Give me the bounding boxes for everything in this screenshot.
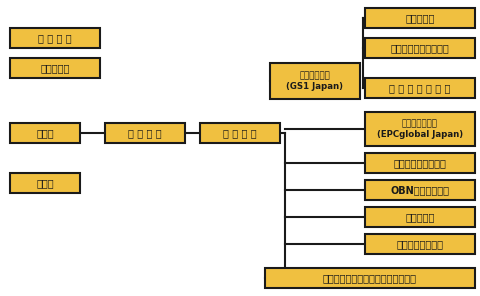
FancyBboxPatch shape bbox=[265, 268, 475, 288]
FancyBboxPatch shape bbox=[270, 63, 360, 99]
Text: 総　務　部: 総 務 部 bbox=[405, 13, 435, 23]
Text: 流通標準本部
(GS1 Japan): 流通標準本部 (GS1 Japan) bbox=[287, 71, 344, 91]
FancyBboxPatch shape bbox=[10, 173, 80, 193]
FancyBboxPatch shape bbox=[365, 234, 475, 254]
Text: 流通コードサービス部: 流通コードサービス部 bbox=[391, 43, 449, 53]
FancyBboxPatch shape bbox=[365, 153, 475, 173]
Text: 会　長: 会 長 bbox=[36, 128, 54, 138]
FancyBboxPatch shape bbox=[365, 8, 475, 28]
Text: タスクフォース（研究会事務局等）: タスクフォース（研究会事務局等） bbox=[323, 273, 417, 283]
Text: OBN情報センター: OBN情報センター bbox=[391, 185, 449, 195]
FancyBboxPatch shape bbox=[365, 38, 475, 58]
FancyBboxPatch shape bbox=[365, 112, 475, 146]
Text: 評 議 員 会: 評 議 員 会 bbox=[38, 33, 72, 43]
Text: 専 務 理 事: 専 務 理 事 bbox=[128, 128, 162, 138]
FancyBboxPatch shape bbox=[365, 78, 475, 98]
FancyBboxPatch shape bbox=[105, 123, 185, 143]
Text: 国 際 流 通 標 準 部: 国 際 流 通 標 準 部 bbox=[389, 83, 451, 93]
Text: 調　査　部: 調 査 部 bbox=[405, 212, 435, 222]
FancyBboxPatch shape bbox=[365, 207, 475, 227]
FancyBboxPatch shape bbox=[200, 123, 280, 143]
Text: 研　究　開　発　部: 研 究 開 発 部 bbox=[394, 158, 446, 168]
FancyBboxPatch shape bbox=[10, 58, 100, 78]
Text: 理　事　会: 理 事 会 bbox=[40, 63, 70, 73]
FancyBboxPatch shape bbox=[10, 123, 80, 143]
FancyBboxPatch shape bbox=[10, 28, 100, 48]
Text: 流通情報センター: 流通情報センター bbox=[396, 239, 444, 249]
FancyBboxPatch shape bbox=[365, 180, 475, 200]
Text: 常 務 理 事: 常 務 理 事 bbox=[223, 128, 257, 138]
Text: 電子タグ事業部
(EPCglobal Japan): 電子タグ事業部 (EPCglobal Japan) bbox=[377, 119, 463, 139]
Text: 監　事: 監 事 bbox=[36, 178, 54, 188]
